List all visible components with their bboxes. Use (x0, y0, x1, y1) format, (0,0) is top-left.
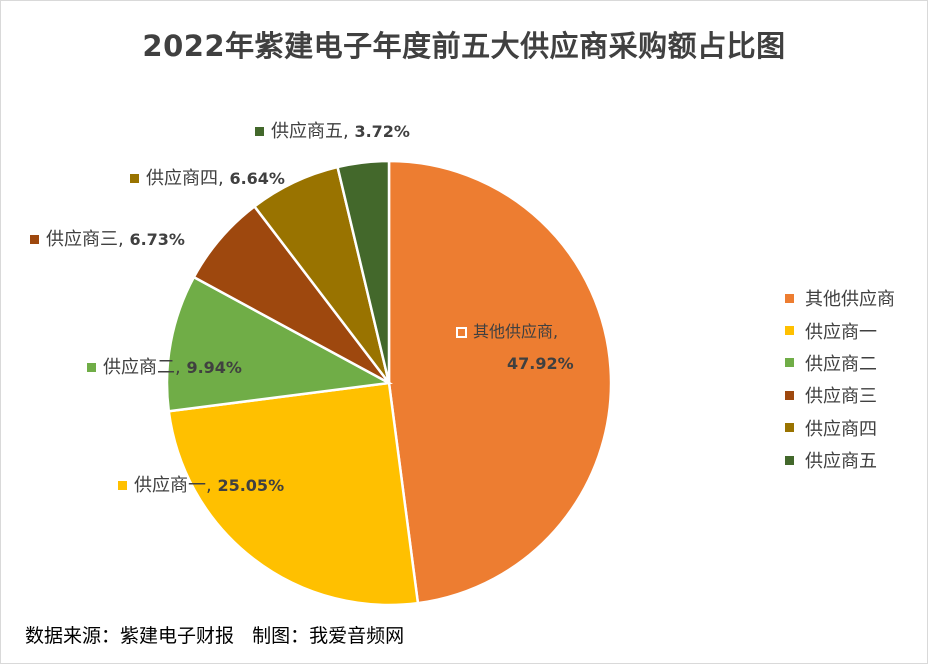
pie-data-labels: 其他供应商, 47.92% 供应商一, 25.05% 供应商二, 9.94% 供应商三,… (30, 121, 574, 496)
legend-item: 供应商三 (785, 379, 895, 411)
legend-swatch (785, 293, 794, 303)
label-supplier-2-key (87, 363, 96, 372)
label-supplier-3-text: 供应商三, 6.73% (46, 229, 185, 250)
label-supplier-1: 供应商一, 25.05% (118, 475, 284, 496)
footer-source: 数据来源：紫建电子财报 制图：我爱音频网 (25, 621, 404, 648)
label-supplier-2: 供应商二, 9.94% (87, 357, 242, 378)
label-supplier-5-key (255, 127, 264, 136)
legend-swatch (785, 326, 794, 336)
legend-item: 供应商二 (785, 347, 895, 379)
label-other-category: 其他供应商, (473, 322, 558, 341)
label-supplier-2-value: 9.94% (186, 358, 242, 377)
legend-label: 供应商四 (805, 418, 877, 440)
legend-item: 供应商一 (785, 314, 895, 346)
label-supplier-1-value: 25.05% (217, 476, 284, 495)
label-supplier-1-category: 供应商一, (134, 475, 217, 496)
legend-swatch (785, 358, 794, 368)
label-supplier-3-category: 供应商三, (46, 229, 129, 250)
legend: 其他供应商供应商一供应商二供应商三供应商四供应商五 (785, 282, 895, 476)
label-supplier-3: 供应商三, 6.73% (30, 229, 185, 250)
source-text: 数据来源：紫建电子财报 (25, 625, 235, 647)
slice-supplier-1 (167, 381, 420, 607)
legend-item: 供应商四 (785, 412, 895, 444)
label-supplier-4: 供应商四, 6.64% (130, 168, 285, 189)
label-other-value: 47.92% (507, 354, 574, 373)
label-supplier-4-category: 供应商四, (146, 168, 229, 189)
credit-text: 制图：我爱音频网 (252, 625, 405, 647)
legend-label: 供应商三 (805, 386, 877, 408)
label-supplier-5-value: 3.72% (354, 122, 410, 141)
label-supplier-4-text: 供应商四, 6.64% (146, 168, 285, 189)
label-supplier-4-value: 6.64% (229, 169, 285, 188)
chart-title: 2022年紫建电子年度前五大供应商采购额占比图 (142, 29, 786, 63)
label-supplier-3-value: 6.73% (129, 230, 185, 249)
label-supplier-2-category: 供应商二, (103, 357, 186, 378)
pie-slices (165, 159, 613, 607)
legend-item: 供应商五 (785, 444, 895, 476)
label-other: 其他供应商, 47.92% (456, 322, 574, 373)
label-supplier-1-key (118, 481, 127, 490)
legend-item: 其他供应商 (785, 282, 895, 314)
label-other-key (456, 327, 467, 338)
legend-swatch (785, 455, 794, 465)
label-supplier-1-text: 供应商一, 25.05% (134, 475, 284, 496)
slice-other (387, 159, 613, 605)
legend-label: 供应商一 (805, 321, 877, 343)
legend-label: 其他供应商 (805, 289, 895, 311)
legend-swatch (785, 390, 794, 400)
slice-supplier-5 (336, 159, 391, 384)
label-supplier-4-key (130, 174, 139, 183)
legend-swatch (785, 423, 794, 433)
legend-label: 供应商五 (805, 451, 877, 473)
label-supplier-5-category: 供应商五, (271, 121, 354, 142)
slice-supplier-2 (165, 275, 393, 413)
label-supplier-5: 供应商五, 3.72% (255, 121, 410, 142)
label-supplier-3-key (30, 235, 39, 244)
label-supplier-5-text: 供应商五, 3.72% (271, 121, 410, 142)
legend-label: 供应商二 (805, 353, 877, 375)
label-supplier-2-text: 供应商二, 9.94% (103, 357, 242, 378)
